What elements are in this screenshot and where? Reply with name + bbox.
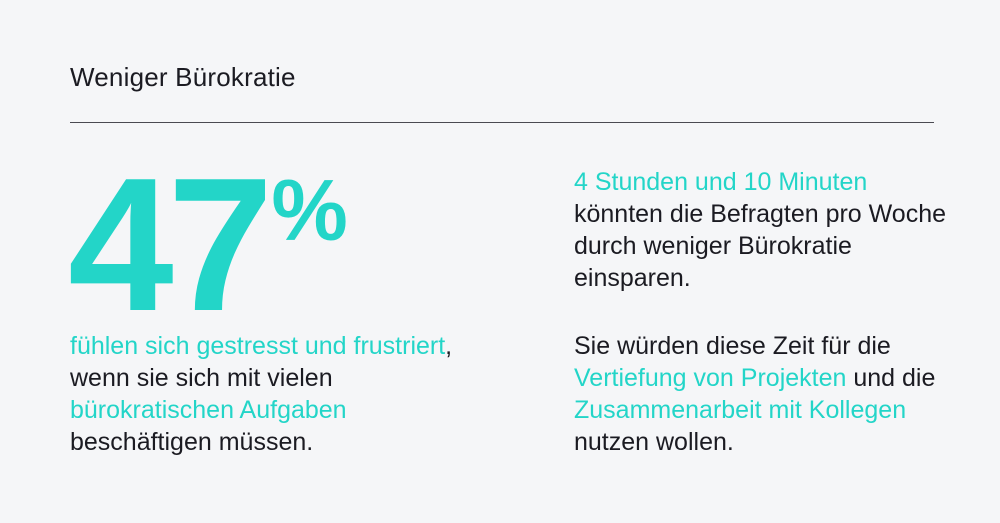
highlight-bureaucratic-tasks: bürokratischen Aufgaben	[70, 396, 347, 424]
stat-description-text-2: beschäftigen müssen.	[70, 428, 314, 456]
stat-value: 47	[68, 139, 273, 351]
time-usage-text-2: und die	[846, 364, 936, 392]
stat-description-text-1: , wenn sie sich mit vielen	[70, 332, 453, 392]
time-usage-text-1: Sie würden diese Zeit für die	[574, 332, 891, 360]
highlight-collaboration: Zusammenarbeit mit Kollegen	[574, 396, 907, 424]
highlight-project-deepening: Vertiefung von Projekten	[574, 364, 847, 392]
divider	[70, 122, 934, 123]
stat-figure: 47%	[68, 150, 348, 340]
stat-description: fühlen sich gestresst und frustriert, we…	[70, 330, 490, 458]
time-savings-text: könnten die Befragten pro Woche durch we…	[574, 200, 947, 292]
highlight-stressed: fühlen sich gestresst und frustriert	[70, 332, 446, 360]
page-title: Weniger Bürokratie	[70, 62, 296, 92]
stat-unit: %	[271, 163, 348, 259]
time-savings-paragraph: 4 Stunden und 10 Minuten könnten die Bef…	[574, 166, 954, 294]
time-usage-text-3: nutzen wollen.	[574, 428, 734, 456]
time-usage-paragraph: Sie würden diese Zeit für die Vertiefung…	[574, 330, 974, 458]
highlight-time-saved: 4 Stunden und 10 Minuten	[574, 168, 868, 196]
